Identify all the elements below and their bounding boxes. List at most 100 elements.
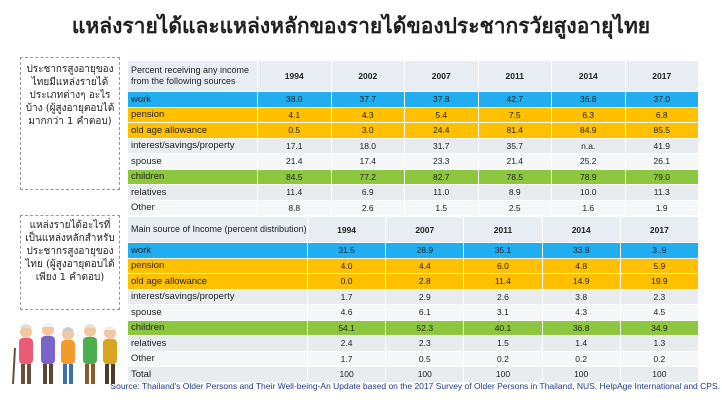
table-cell: 100 [619, 366, 700, 383]
table-row: relatives 11.4 6.9 11.0 8.9 10.0 11.3 [127, 184, 699, 201]
table-cell: 34.9 [619, 319, 700, 336]
table-cell: 100 [541, 366, 621, 383]
table-cell: 4.1 [257, 106, 332, 123]
row-label: Total [127, 366, 308, 383]
table-row: work 31.5 28.9 35.1 33.8 3..9 [127, 242, 700, 259]
table-cell: 36.8 [541, 319, 621, 336]
table-row: spouse 4.6 6.1 3.1 4.3 4.5 [127, 304, 700, 321]
table-cell: 82.7 [404, 168, 479, 185]
table-cell: 2.6 [463, 288, 543, 305]
table-cell: 36.8 [551, 91, 626, 108]
table-cell: 2.8 [385, 273, 465, 290]
table-cell: 8.9 [477, 184, 552, 201]
table-cell: 100 [385, 366, 465, 383]
note-main-source: แหล่งรายได้อะไรที่เป็นแหล่งหลักสำหรับประ… [20, 215, 120, 310]
table-cell: 19.9 [619, 273, 700, 290]
table-cell: 11.4 [257, 184, 332, 201]
table-cell: n.a. [551, 137, 626, 154]
year-header: 1994 [306, 216, 387, 243]
table-row: children 84.5 77.2 82.7 78.5 78.9 79.0 [127, 168, 699, 185]
table-cell: 6.3 [551, 106, 626, 123]
row-label: spouse [127, 304, 308, 321]
table-row: interest/savings/property 1.7 2.9 2.6 3.8 2.3 [127, 288, 700, 305]
year-header: 2007 [404, 60, 479, 92]
table-row: Total 100 100 100 100 100 [127, 366, 700, 383]
year-header: 1994 [257, 60, 332, 92]
table-cell: 23.3 [404, 153, 479, 170]
year-header: 2017 [619, 216, 700, 243]
table-cell: 85.5 [624, 122, 699, 139]
note-multiple-sources: ประชากรสูงอายุของไทยมีแหล่งรายได้ประเภทต… [20, 57, 120, 190]
row-label: relatives [127, 335, 308, 352]
slide-title: แหล่งรายได้และแหล่งหลักของรายได้ของประชา… [71, 14, 651, 38]
table-cell: 11.3 [624, 184, 699, 201]
table-cell: 1.5 [463, 335, 543, 352]
table-cell: 24.4 [404, 122, 479, 139]
table-cell: 21.4 [477, 153, 552, 170]
row-label: work [127, 91, 258, 108]
table-cell: 78.9 [551, 168, 626, 185]
table-cell: 17.1 [257, 137, 332, 154]
row-label: pension [127, 106, 258, 123]
table-cell: 10.0 [551, 184, 626, 201]
year-header: 2011 [463, 216, 543, 243]
table-cell: 4.3 [330, 106, 405, 123]
table-cell: 5.4 [404, 106, 479, 123]
table-row: spouse 21.4 17.4 23.3 21.4 25.2 26.1 [127, 153, 699, 170]
table-cell: 77.2 [330, 168, 405, 185]
table-cell: 0.2 [619, 350, 700, 367]
year-header: 2014 [541, 216, 621, 243]
row-label: children [127, 319, 308, 336]
table-cell: 1.7 [306, 288, 387, 305]
table-cell: 6.9 [330, 184, 405, 201]
table-cell: 4.0 [306, 257, 387, 274]
table-cell: 31.5 [306, 242, 387, 259]
table-cell: 14.9 [541, 273, 621, 290]
table-cell: 0.5 [385, 350, 465, 367]
row-label: Other [127, 350, 308, 367]
table-cell: 1.6 [551, 199, 626, 216]
table-cell: 31.7 [404, 137, 479, 154]
table-cell: 100 [463, 366, 543, 383]
year-header: 2017 [624, 60, 699, 92]
table-cell: 6.8 [624, 106, 699, 123]
table-cell: 38.0 [257, 91, 332, 108]
table-cell: 37.0 [624, 91, 699, 108]
row-label: interest/savings/property [127, 137, 258, 154]
table-cell: 0.2 [463, 350, 543, 367]
table-cell: 33.8 [541, 242, 621, 259]
table-cell: 4.3 [541, 304, 621, 321]
row-label: relatives [127, 184, 258, 201]
table-cell: 0.5 [257, 122, 332, 139]
table-cell: 3.0 [330, 122, 405, 139]
table-cell: 42.7 [477, 91, 552, 108]
table-cell: 81.4 [477, 122, 552, 139]
source-citation: Source: Thailand's Older Persons and The… [110, 381, 720, 391]
table-cell: 0.2 [541, 350, 621, 367]
table-cell: 78.5 [477, 168, 552, 185]
year-header: 2007 [385, 216, 465, 243]
table-cell: 26.1 [624, 153, 699, 170]
table-header-row: Main source of Income (percent distribut… [127, 216, 700, 243]
elderly-group-icon [12, 323, 117, 385]
table-cell: 37.8 [404, 91, 479, 108]
table-cell: 84.9 [551, 122, 626, 139]
table-cell: 4.5 [619, 304, 700, 321]
table-cell: 7.5 [477, 106, 552, 123]
table-cell: 1.5 [404, 199, 479, 216]
table-cell: 11.4 [463, 273, 543, 290]
table-cell: 3..9 [619, 242, 700, 259]
table-cell: 1.9 [624, 199, 699, 216]
table-cell: 4.6 [306, 304, 387, 321]
row-label: interest/savings/property [127, 288, 308, 305]
main-income-source-table: Main source of Income (percent distribut… [127, 216, 700, 383]
table-cell: 1.3 [619, 335, 700, 352]
table-cell: 8.8 [257, 199, 332, 216]
income-sources-table: Percent receiving any income from the fo… [127, 60, 699, 216]
year-header: 2014 [551, 60, 626, 92]
table-cell: 54.1 [306, 319, 387, 336]
table-cell: 35.7 [477, 137, 552, 154]
table-cell: 18.0 [330, 137, 405, 154]
row-label: work [127, 242, 308, 259]
table-row: relatives 2.4 2.3 1.5 1.4 1.3 [127, 335, 700, 352]
